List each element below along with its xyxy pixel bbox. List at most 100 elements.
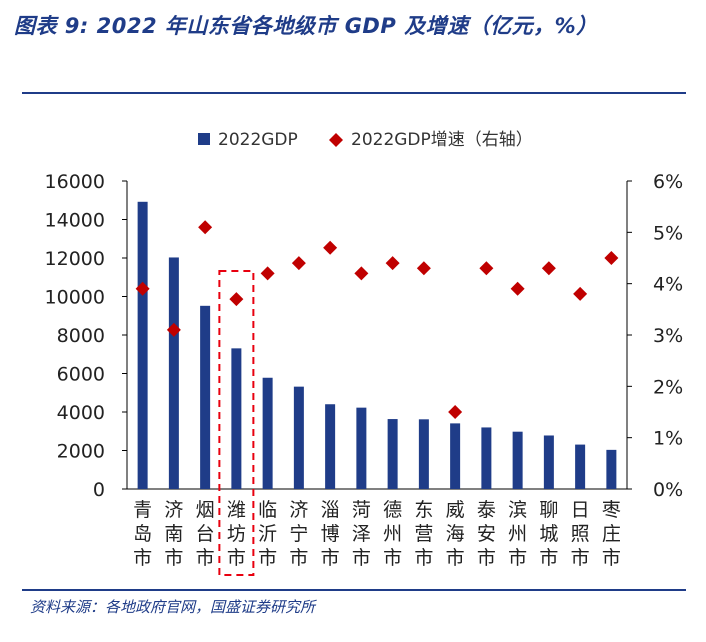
category-label-char: 菏 bbox=[352, 499, 371, 521]
growth-marker bbox=[229, 292, 244, 307]
category-label-char: 泽 bbox=[352, 523, 371, 545]
legend-label-growth: 2022GDP增速（右轴） bbox=[351, 130, 533, 150]
growth-marker bbox=[323, 240, 338, 255]
legend-swatch-growth bbox=[329, 133, 343, 147]
growth-marker bbox=[541, 261, 556, 276]
highlight-box bbox=[218, 270, 255, 576]
bar-gdp bbox=[200, 305, 211, 489]
growth-marker bbox=[385, 256, 400, 271]
growth-marker bbox=[510, 281, 525, 296]
growth-marker bbox=[260, 266, 275, 281]
category-label-char: 州 bbox=[508, 523, 527, 545]
category-label-char: 滨 bbox=[508, 499, 527, 521]
category-label-char: 台 bbox=[196, 523, 215, 545]
bar-gdp bbox=[543, 435, 554, 489]
bar-gdp bbox=[512, 431, 523, 489]
chart-title: 图表 9: 2022 年山东省各地级市 GDP 及增速（亿元，%） bbox=[14, 14, 598, 38]
category-label-char: 沂 bbox=[258, 523, 277, 545]
category-label-char: 市 bbox=[196, 547, 215, 569]
growth-marker bbox=[166, 322, 181, 337]
growth-marker bbox=[573, 286, 588, 301]
category-label-char: 市 bbox=[321, 547, 340, 569]
category-label-char: 市 bbox=[446, 547, 465, 569]
footer-divider bbox=[22, 589, 686, 591]
bar-gdp bbox=[481, 427, 492, 489]
category-label-char: 宁 bbox=[289, 523, 308, 545]
left-tick-label: 16000 bbox=[45, 171, 105, 193]
right-tick-label: 2% bbox=[653, 376, 683, 398]
right-tick-label: 4% bbox=[653, 274, 683, 296]
legend-swatch-gdp bbox=[198, 133, 210, 145]
category-label-char: 济 bbox=[289, 499, 308, 521]
left-tick-label: 8000 bbox=[57, 325, 105, 347]
legend-label-gdp: 2022GDP bbox=[218, 130, 298, 150]
right-tick-label: 6% bbox=[653, 171, 683, 193]
category-label-char: 市 bbox=[352, 547, 371, 569]
category-label-char: 青 bbox=[133, 499, 152, 521]
category-label-char: 市 bbox=[133, 547, 152, 569]
category-label-char: 聊 bbox=[539, 499, 558, 521]
bar-gdp bbox=[262, 377, 273, 489]
category-label-char: 泰 bbox=[477, 499, 496, 521]
left-tick-label: 12000 bbox=[45, 248, 105, 270]
category-label-char: 济 bbox=[164, 499, 183, 521]
category-label-char: 威 bbox=[446, 499, 465, 521]
category-label-char: 市 bbox=[289, 547, 308, 569]
bar-gdp bbox=[293, 386, 304, 489]
category-label-char: 坊 bbox=[227, 523, 246, 545]
category-label-char: 市 bbox=[164, 547, 183, 569]
growth-marker bbox=[291, 256, 306, 271]
left-tick-label: 0 bbox=[93, 479, 105, 501]
right-tick-label: 5% bbox=[653, 222, 683, 244]
category-label-char: 市 bbox=[508, 547, 527, 569]
category-label-char: 淄 bbox=[321, 499, 340, 521]
category-label-char: 德 bbox=[383, 499, 402, 521]
category-label-char: 市 bbox=[477, 547, 496, 569]
category-label-char: 枣 bbox=[602, 499, 621, 521]
category-label-char: 市 bbox=[258, 547, 277, 569]
right-tick-label: 0% bbox=[653, 479, 683, 501]
growth-marker bbox=[354, 266, 369, 281]
category-label-char: 照 bbox=[571, 523, 590, 545]
category-label-char: 东 bbox=[414, 499, 433, 521]
category-label-char: 潍 bbox=[227, 499, 246, 521]
right-tick-label: 3% bbox=[653, 325, 683, 347]
bar-gdp bbox=[418, 419, 429, 489]
left-tick-label: 14000 bbox=[45, 210, 105, 232]
right-tick-label: 1% bbox=[653, 428, 683, 450]
bar-gdp bbox=[450, 423, 461, 489]
category-label-char: 营 bbox=[414, 523, 433, 545]
left-tick-label: 10000 bbox=[45, 287, 105, 309]
growth-marker bbox=[604, 251, 619, 265]
category-label-char: 庄 bbox=[602, 523, 621, 545]
category-label-char: 安 bbox=[477, 523, 496, 545]
category-label-char: 日 bbox=[571, 499, 590, 521]
left-tick-label: 2000 bbox=[57, 441, 105, 463]
category-label-char: 市 bbox=[414, 547, 433, 569]
bar-gdp bbox=[606, 449, 617, 489]
category-label-char: 临 bbox=[258, 499, 277, 521]
category-label-char: 南 bbox=[164, 523, 183, 545]
category-label-char: 市 bbox=[383, 547, 402, 569]
bar-gdp bbox=[387, 419, 398, 489]
bar-gdp bbox=[231, 348, 242, 489]
bar-gdp bbox=[575, 444, 586, 489]
bar-gdp bbox=[168, 257, 179, 489]
category-label-char: 博 bbox=[321, 523, 340, 545]
category-label-char: 州 bbox=[383, 523, 402, 545]
bar-gdp bbox=[356, 407, 367, 489]
category-label-char: 岛 bbox=[133, 523, 152, 545]
category-label-char: 市 bbox=[227, 547, 246, 569]
left-tick-label: 4000 bbox=[57, 402, 105, 424]
title-divider bbox=[22, 92, 686, 94]
growth-marker bbox=[448, 405, 463, 419]
left-tick-label: 6000 bbox=[57, 364, 105, 386]
growth-marker bbox=[198, 220, 213, 235]
growth-marker bbox=[416, 261, 431, 276]
category-label-char: 市 bbox=[539, 547, 558, 569]
category-label-char: 市 bbox=[571, 547, 590, 569]
category-label-char: 城 bbox=[539, 523, 558, 545]
bar-gdp bbox=[325, 404, 336, 489]
category-label-char: 烟 bbox=[196, 499, 215, 521]
